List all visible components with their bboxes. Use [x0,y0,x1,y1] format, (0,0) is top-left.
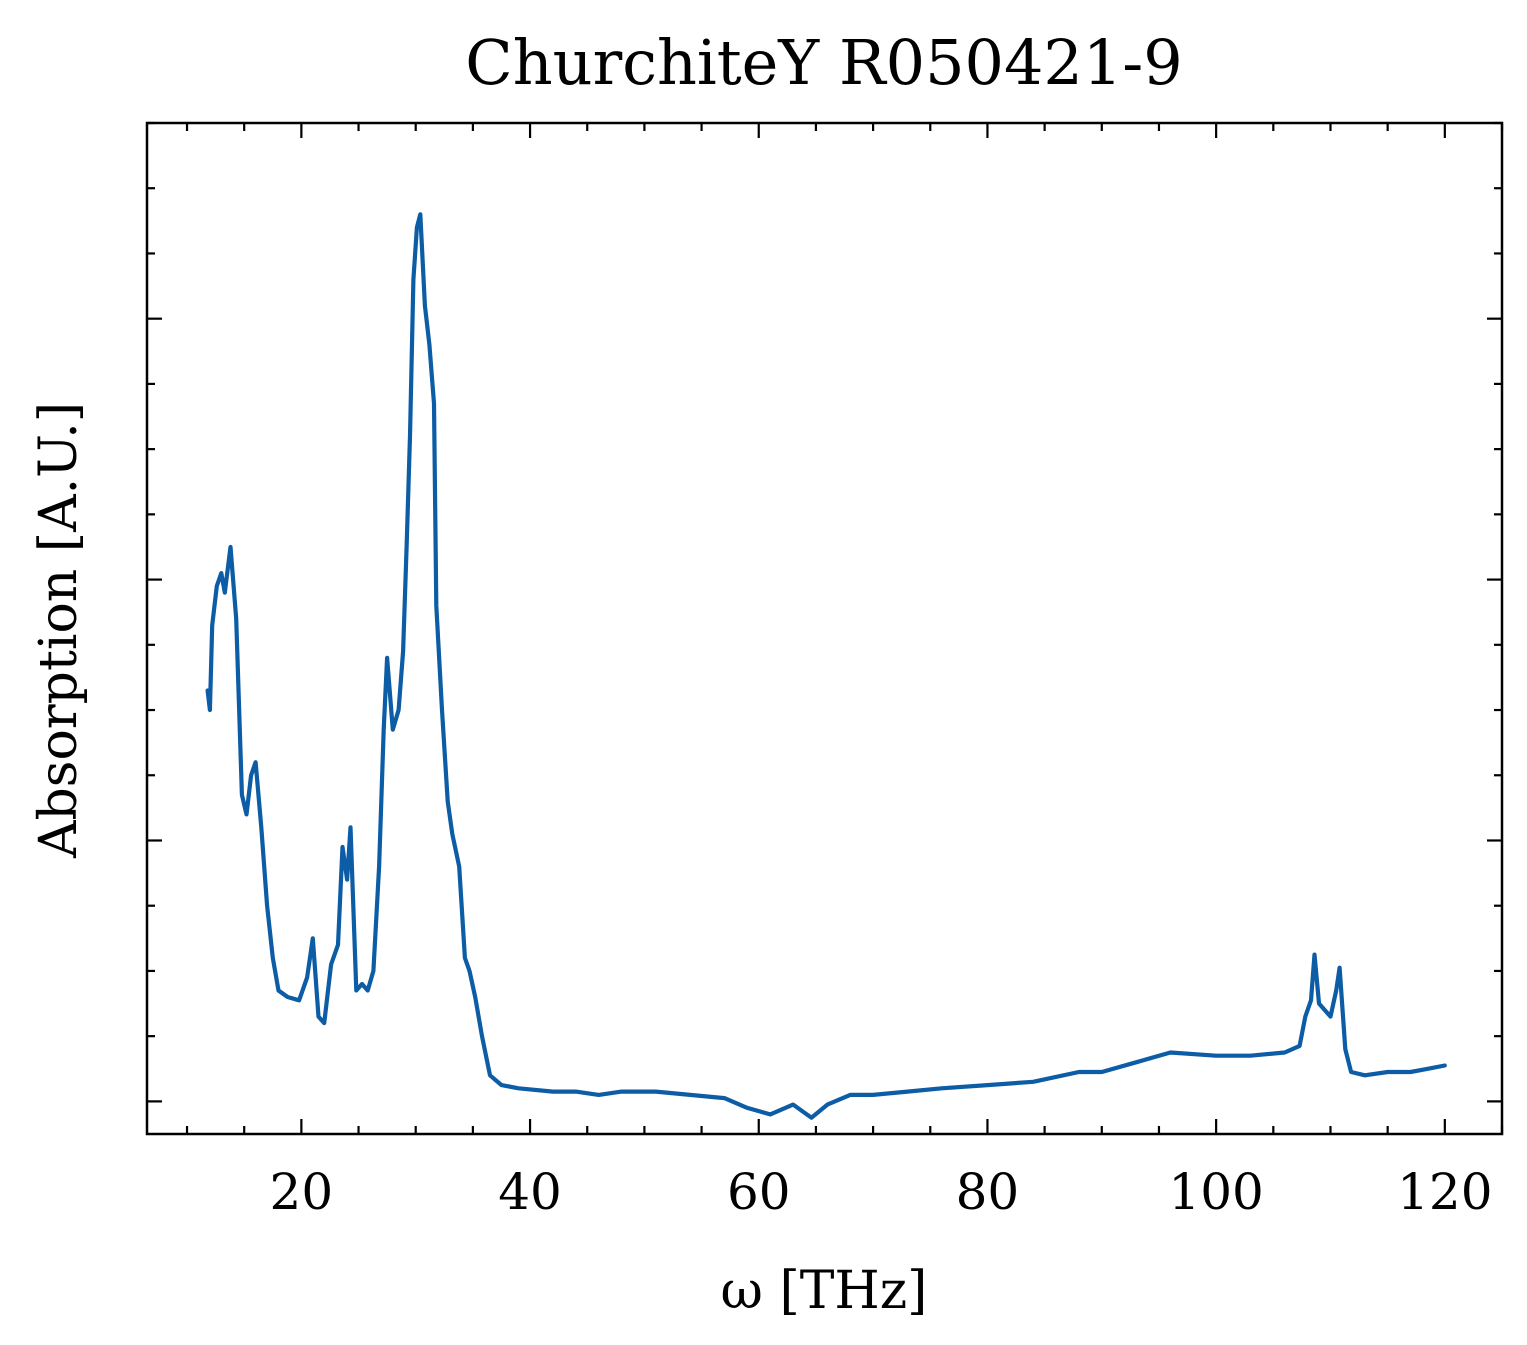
chart-title: ChurchiteY R050421-9 [465,26,1182,99]
x-tick-label: 40 [498,1163,562,1221]
plot-frame [145,121,1504,1136]
x-tick-label: 20 [270,1163,334,1221]
series-line-0 [205,212,1447,1120]
y-ticks [147,121,1502,1103]
x-tick-label: 120 [1397,1163,1492,1221]
x-tick-label: 60 [727,1163,791,1221]
x-axis-label: ω [THz] [721,1261,928,1321]
plot-area [145,121,1504,1136]
x-tick-label: 100 [1168,1163,1263,1221]
x-tick-labels: 20 40 60 80 100 120 [270,1163,1493,1221]
y-axis-label: Absorption [A.U.] [29,402,89,859]
x-tick-label: 80 [956,1163,1020,1221]
